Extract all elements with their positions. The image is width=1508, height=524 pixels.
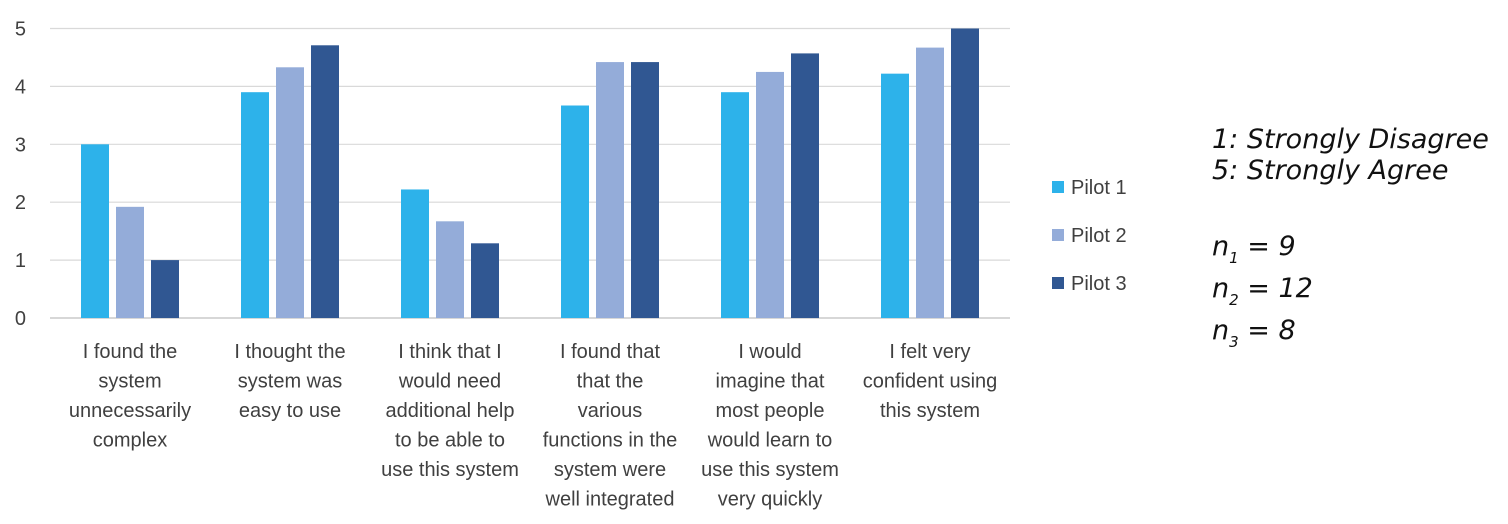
bar-pilot-1 xyxy=(561,105,589,318)
y-tick-label: 1 xyxy=(15,250,26,272)
y-tick-label: 4 xyxy=(15,76,26,98)
bar-pilot-1 xyxy=(721,92,749,318)
gridlines xyxy=(50,27,1010,319)
bar-pilot-3 xyxy=(791,53,819,318)
category-label: I thought the system was easy to use xyxy=(234,341,345,422)
scale-high-note: 5: Strongly Agree xyxy=(1212,155,1449,187)
category-label: I felt very confident using this system xyxy=(863,341,998,422)
bar-pilot-3 xyxy=(311,45,339,318)
bar-pilot-3 xyxy=(151,260,179,318)
x-axis-categories: I found the system unnecessarily complex I t… xyxy=(69,341,997,511)
legend-label: Pilot 1 xyxy=(1071,177,1127,199)
legend-label: Pilot 2 xyxy=(1071,225,1127,247)
bars xyxy=(81,28,979,319)
legend-label: Pilot 3 xyxy=(1071,273,1127,295)
bar-pilot-2 xyxy=(756,71,784,318)
bar-pilot-1 xyxy=(881,73,909,318)
bar-pilot-2 xyxy=(916,47,944,319)
bar-pilot-2 xyxy=(436,221,464,318)
bar-pilot-1 xyxy=(401,189,429,318)
legend: Pilot 1 Pilot 2 Pilot 3 xyxy=(1052,177,1127,295)
y-tick-label: 5 xyxy=(15,19,26,41)
bar-pilot-1 xyxy=(81,144,109,318)
y-tick-label: 3 xyxy=(15,134,26,156)
category-label: I would imagine that most people would lear… xyxy=(701,341,839,511)
sample-size-1: n1 = 9 xyxy=(1212,231,1296,268)
category-label: I found the system unnecessarily complex xyxy=(69,341,191,452)
bar-pilot-3 xyxy=(951,28,979,318)
y-axis-ticks: 0 1 2 3 4 5 xyxy=(15,19,26,331)
bar-pilot-3 xyxy=(631,62,659,318)
legend-swatch xyxy=(1052,229,1064,241)
y-tick-label: 0 xyxy=(15,308,26,330)
bar-pilot-3 xyxy=(471,243,499,318)
bar-pilot-2 xyxy=(116,206,144,318)
scale-low-note: 1: Strongly Disagree xyxy=(1212,124,1489,155)
category-label: I found that that the various functions in … xyxy=(543,341,678,511)
sample-size-3: n3 = 8 xyxy=(1212,315,1296,352)
y-tick-label: 2 xyxy=(15,192,26,214)
bar-pilot-1 xyxy=(241,92,269,318)
legend-swatch xyxy=(1052,181,1064,193)
sample-size-2: n2 = 12 xyxy=(1212,273,1313,310)
scale-notes: 1: Strongly Disagree 5: Strongly Agree n… xyxy=(1212,124,1489,352)
bar-pilot-2 xyxy=(596,62,624,318)
legend-swatch xyxy=(1052,277,1064,289)
bar-pilot-2 xyxy=(276,67,304,318)
